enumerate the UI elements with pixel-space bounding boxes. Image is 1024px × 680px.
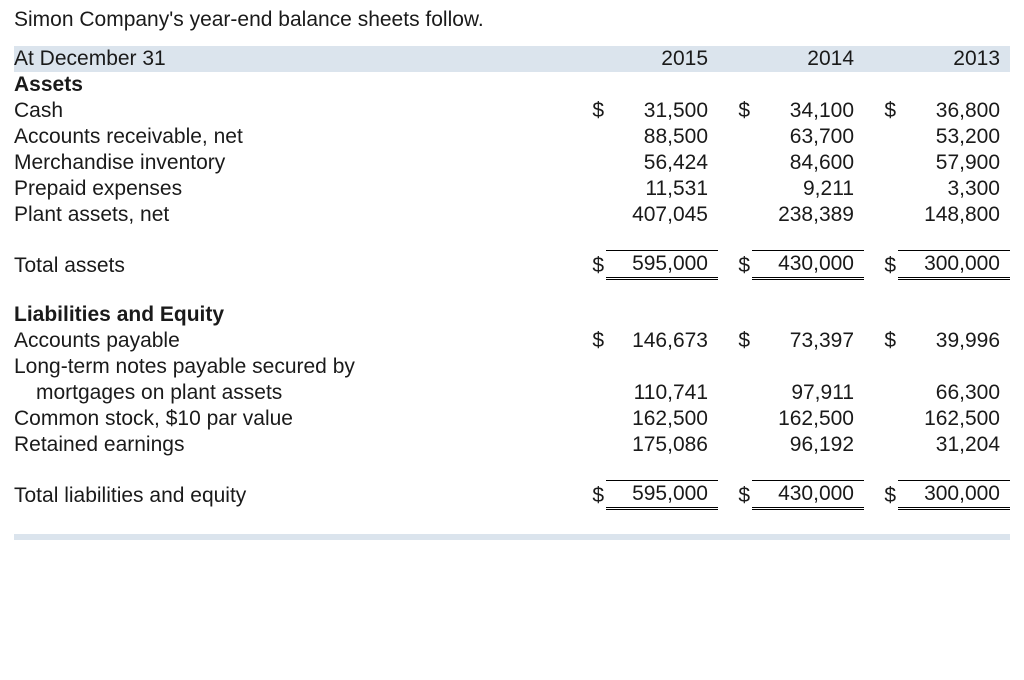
intro-text: Simon Company's year-end balance sheets … <box>14 8 1010 32</box>
row-ap: Accounts payable $146,673 $73,397 $39,99… <box>14 328 1010 354</box>
header-row: At December 31 2015 2014 2013 <box>14 46 1010 72</box>
row-ar: Accounts receivable, net 88,500 63,700 5… <box>14 124 1010 150</box>
col-2015: 2015 <box>606 46 718 72</box>
assets-heading-row: Assets <box>14 72 1010 98</box>
header-label: At December 31 <box>14 46 576 72</box>
cash-2014: 34,100 <box>752 98 864 124</box>
label-total-le: Total liabilities and equity <box>14 481 576 509</box>
col-2013: 2013 <box>898 46 1010 72</box>
row-total-liab-equity: Total liabilities and equity $595,000 $4… <box>14 481 1010 509</box>
cash-2013: 36,800 <box>898 98 1010 124</box>
label-cash: Cash <box>14 98 576 124</box>
footer-rule <box>14 534 1010 540</box>
row-prepaid: Prepaid expenses 11,531 9,211 3,300 <box>14 176 1010 202</box>
balance-sheet-table: At December 31 2015 2014 2013 Assets Cas… <box>14 46 1010 510</box>
assets-heading: Assets <box>14 72 576 98</box>
row-inventory: Merchandise inventory 56,424 84,600 57,9… <box>14 150 1010 176</box>
liab-heading: Liabilities and Equity <box>14 302 576 328</box>
row-ltnp-line1: Long-term notes payable secured by <box>14 354 1010 380</box>
label-total-assets: Total assets <box>14 251 576 279</box>
cash-2015: 31,500 <box>606 98 718 124</box>
row-ltnp-line2: mortgages on plant assets 110,741 97,911… <box>14 380 1010 406</box>
row-retained-earnings: Retained earnings 175,086 96,192 31,204 <box>14 432 1010 458</box>
row-total-assets: Total assets $595,000 $430,000 $300,000 <box>14 251 1010 279</box>
liab-heading-row: Liabilities and Equity <box>14 302 1010 328</box>
row-cash: Cash $31,500 $34,100 $36,800 <box>14 98 1010 124</box>
row-common-stock: Common stock, $10 par value 162,500 162,… <box>14 406 1010 432</box>
col-2014: 2014 <box>752 46 864 72</box>
row-plant: Plant assets, net 407,045 238,389 148,80… <box>14 202 1010 228</box>
